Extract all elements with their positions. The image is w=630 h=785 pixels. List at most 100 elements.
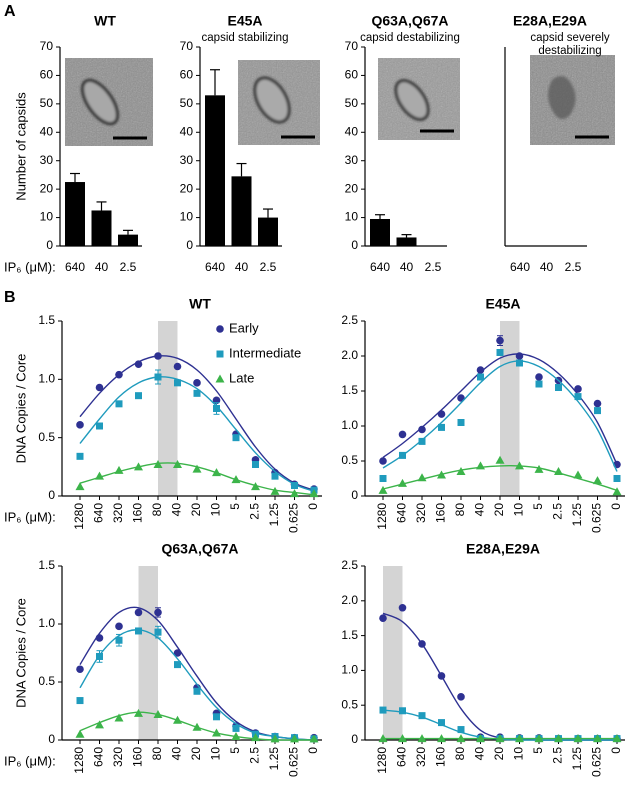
point [457,419,465,426]
x-tick-label: 1280 [375,747,389,774]
x-tick-label: 20 [492,747,506,761]
point [535,373,543,381]
point [251,733,260,742]
bar [91,210,112,246]
y-tick-label: 10 [40,210,54,224]
point [173,362,182,371]
point [270,486,280,495]
x-tick-label: 0 [306,503,320,510]
point [594,407,601,415]
y-tick-label: 30 [180,153,194,167]
x-tick-label: 1.25 [267,503,281,527]
point [534,734,544,743]
chart-title: E28A,E29A [466,541,540,557]
x-tick-label: 2.5 [260,260,277,274]
point [515,461,524,470]
x-tick-label: 2.5 [565,260,582,274]
point [398,478,407,487]
x-tick-label: 1280 [72,747,86,774]
point [438,719,445,727]
point [477,373,484,381]
point [154,628,162,636]
fit-curve [79,376,315,492]
x-tick-label: 640 [65,260,85,274]
y-tick-label: 2.0 [341,593,358,607]
x-tick-label: 320 [111,747,125,767]
point [154,352,162,360]
x-tick-label: 40 [540,260,554,274]
point [174,661,181,669]
point [476,366,485,374]
point [251,482,260,491]
x-tick-label: 40 [170,503,184,517]
panel-label: B [4,289,16,306]
legend-label: Late [229,370,254,385]
point [192,722,202,731]
x-axis-label: IP₆ (μM): [4,509,56,524]
x-tick-label: 160 [131,747,145,767]
micrograph [238,60,320,145]
point [418,712,426,720]
x-tick-label: 80 [150,503,164,517]
y-tick-label: 1.0 [341,663,358,677]
point [290,489,299,498]
x-tick-label: 20 [189,503,203,517]
point [438,423,445,431]
x-tick-label: 10 [209,503,223,517]
bar [118,234,138,246]
point [153,460,163,468]
chart-title: E45A [485,296,520,312]
legend-label: Early [229,320,259,335]
y-tick-label: 60 [345,68,359,82]
point [379,614,387,622]
point [232,724,240,732]
y-tick-label: 20 [40,181,54,195]
x-axis-label: IP₆ (μM): [4,259,56,274]
point [114,713,124,722]
y-axis-label: Number of capsids [13,92,28,201]
x-tick-label: 2.5 [425,260,442,274]
fit-curve [382,612,617,741]
y-tick-label: 0.5 [38,430,55,444]
y-tick-label: 50 [345,96,359,110]
y-tick-label: 70 [345,39,359,53]
point [271,472,279,480]
x-tick-label: 2.5 [551,503,565,520]
y-tick-label: 40 [40,124,54,138]
point [612,734,622,743]
x-tick-label: 80 [453,503,467,517]
y-axis-label: DNA Copies / Core [13,598,28,708]
point [231,475,241,484]
point [309,489,319,498]
x-tick-label: 320 [414,747,428,767]
point [398,734,407,743]
point [135,627,142,635]
y-tick-label: 40 [180,124,194,138]
point [573,734,583,743]
point [378,734,388,743]
point [496,349,504,356]
point [418,640,426,648]
point [613,475,621,482]
point [154,373,162,381]
x-tick-label: 10 [209,747,223,761]
x-tick-label: 1.25 [570,747,584,771]
y-tick-label: 0 [351,238,358,252]
point [193,379,201,387]
y-tick-label: 0 [186,238,193,252]
point [457,394,465,402]
point [134,608,143,617]
point [574,385,582,393]
y-tick-label: 2.0 [341,348,358,362]
x-tick-label: 160 [434,747,448,767]
point [612,487,622,496]
point [231,732,241,741]
highlight-band [383,566,403,740]
chart-title: WT [189,296,211,312]
x-tick-label: 10 [512,747,526,761]
point [593,399,602,408]
point [398,430,407,439]
x-tick-label: 320 [414,503,428,523]
point [417,473,427,482]
